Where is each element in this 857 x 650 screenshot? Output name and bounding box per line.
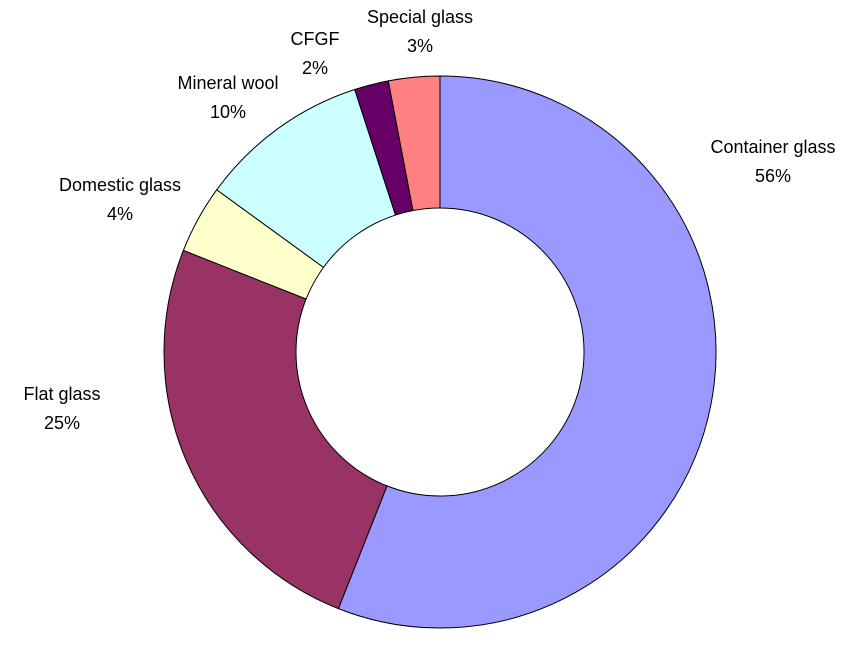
slice-label: Special glass (367, 7, 473, 27)
slice-value-label: 56% (755, 166, 791, 186)
donut-slice (163, 249, 388, 610)
slice-label: CFGF (291, 29, 340, 49)
donut-slice (337, 75, 717, 629)
slice-value-label: 25% (44, 413, 80, 433)
slice-value-label: 2% (302, 58, 328, 78)
slice-label: Domestic glass (59, 175, 181, 195)
slice-label: Mineral wool (177, 73, 278, 93)
slice-value-label: 4% (107, 204, 133, 224)
slice-value-label: 3% (407, 36, 433, 56)
donut-slice (387, 75, 441, 212)
slice-label: Flat glass (23, 384, 100, 404)
slice-value-label: 10% (210, 102, 246, 122)
slice-label: Container glass (710, 137, 835, 157)
